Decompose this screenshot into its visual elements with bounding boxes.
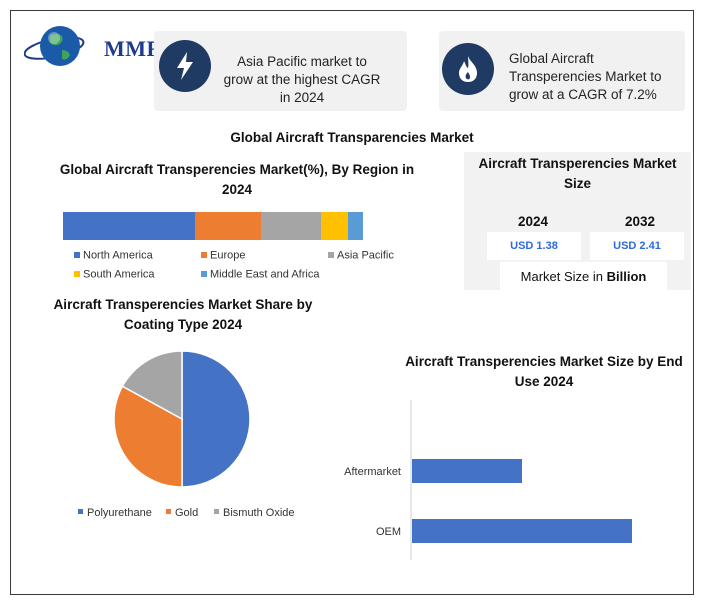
legend-label-asia-pacific: Asia Pacific: [337, 250, 394, 262]
legend-swatch-europe: [201, 252, 207, 258]
market-size-title: Aircraft Transperencies Market Size: [478, 156, 677, 191]
highlight-card-cagr: Global Aircraft Transperencies Market to…: [439, 31, 685, 111]
enduse-bar-oem: [412, 519, 632, 543]
legend-label-gold: Gold: [175, 507, 198, 519]
market-size-footer-prefix: Market Size in: [520, 268, 607, 284]
legend-swatch-south-america: [74, 271, 80, 277]
coating-chart-title: Aircraft Transperencies Market Share by …: [53, 297, 313, 332]
pie-slice-bismuth-oxide: [121, 350, 183, 421]
highlight-text-asia: Asia Pacific market to grow at the highe…: [223, 54, 381, 105]
region-chart-title: Global Aircraft Transperencies Market(%)…: [59, 162, 415, 197]
region-bar-europe: [195, 212, 261, 240]
legend-label-bismuth-oxide: Bismuth Oxide: [223, 507, 295, 519]
enduse-label-oem: OEM: [376, 526, 401, 538]
region-bar-north-america: [63, 212, 195, 240]
market-size-footer: Market Size in Billion: [500, 262, 667, 290]
market-size-footer-unit: Billion: [606, 268, 647, 284]
legend-swatch-north-america: [74, 252, 80, 258]
legend-swatch-asia-pacific: [328, 252, 334, 258]
legend-label-europe: Europe: [210, 250, 245, 262]
legend-swatch-middle-east-and-africa: [201, 271, 207, 277]
region-bar-south-america: [321, 212, 348, 240]
legend-swatch-gold: [166, 509, 171, 514]
legend-label-middle-east-and-africa: Middle East and Africa: [210, 269, 320, 281]
highlight-card-asia: Asia Pacific market to grow at the highe…: [154, 31, 407, 111]
lightning-icon: [159, 40, 211, 92]
region-bar-middle-east-and-africa: [348, 212, 363, 240]
enduse-label-aftermarket: Aftermarket: [344, 466, 401, 478]
main-title: Global Aircraft Transparencies Market: [230, 130, 474, 145]
flame-icon: [442, 43, 494, 95]
logo-text: MMR: [104, 36, 163, 61]
pie-slice-polyurethane: [181, 350, 251, 488]
pie-slice-gold: [113, 385, 183, 488]
market-size-value-2024: USD 1.38: [487, 232, 581, 260]
legend-label-polyurethane: Polyurethane: [87, 507, 152, 519]
region-bar-asia-pacific: [261, 212, 321, 240]
market-size-year-2032: 2032: [624, 214, 656, 229]
legend-swatch-polyurethane: [78, 509, 83, 514]
market-size-box: Aircraft Transperencies Market Size 2024…: [464, 152, 691, 290]
mmr-logo: MMR: [23, 22, 162, 78]
market-size-value-2032: USD 2.41: [590, 232, 684, 260]
enduse-bar-aftermarket: [412, 459, 522, 483]
legend-label-north-america: North America: [83, 250, 154, 262]
legend-swatch-bismuth-oxide: [214, 509, 219, 514]
market-size-year-2024: 2024: [517, 214, 549, 229]
highlight-text-cagr: Global Aircraft Transperencies Market to…: [509, 51, 662, 102]
infographic-frame: [10, 10, 694, 595]
globe-icon: [23, 26, 85, 66]
legend-label-south-america: South America: [83, 269, 155, 281]
enduse-chart-title: Aircraft Transperencies Market Size by E…: [405, 354, 683, 389]
